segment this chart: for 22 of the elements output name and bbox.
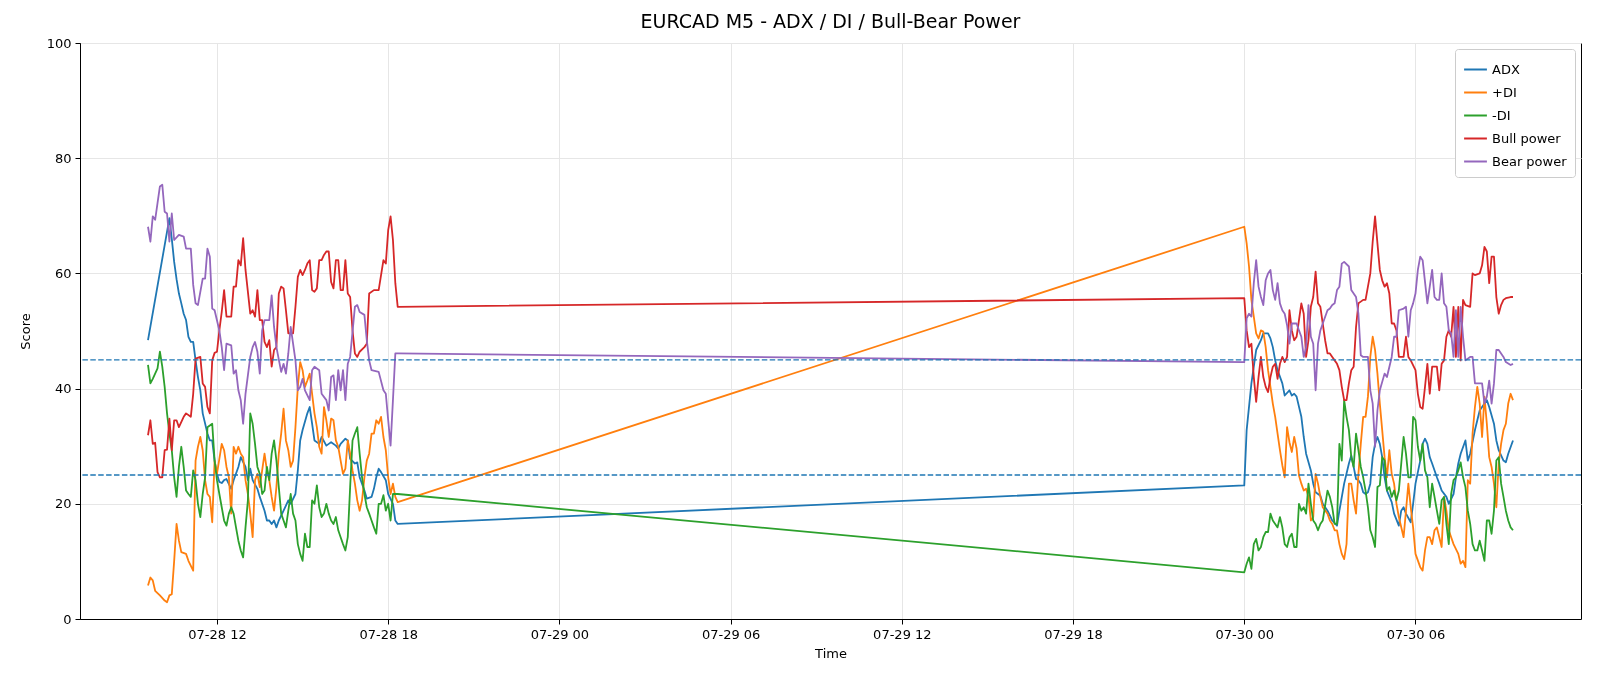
- y-tick-label: 80: [54, 150, 72, 166]
- legend-label: Bull power: [1492, 130, 1562, 146]
- x-tick-label: 07-29 12: [873, 626, 932, 642]
- legend-label: +DI: [1492, 84, 1517, 100]
- legend-label: ADX: [1492, 61, 1520, 77]
- chart-title: EURCAD M5 - ADX / DI / Bull-Bear Power: [640, 10, 1021, 32]
- x-tick-label: 07-28 12: [188, 626, 247, 642]
- y-tick-label: 40: [54, 381, 72, 397]
- x-tick-label: 07-28 18: [359, 626, 418, 642]
- y-tick-label: 0: [63, 611, 72, 627]
- x-tick-label: 07-30 06: [1386, 626, 1446, 642]
- x-tick-label: 07-30 00: [1215, 626, 1274, 642]
- y-tick-label: 60: [54, 265, 72, 281]
- y-tick-label: 100: [46, 35, 72, 51]
- y-tick-label: 20: [54, 496, 72, 512]
- legend-label: Bear power: [1492, 153, 1568, 169]
- x-tick-label: 07-29 18: [1044, 626, 1103, 642]
- x-tick-label: 07-29 00: [530, 626, 590, 642]
- y-axis-title: Score: [17, 313, 33, 350]
- legend-label: -DI: [1492, 107, 1511, 123]
- x-tick-label: 07-29 06: [701, 626, 761, 642]
- x-axis-title: Time: [814, 645, 847, 661]
